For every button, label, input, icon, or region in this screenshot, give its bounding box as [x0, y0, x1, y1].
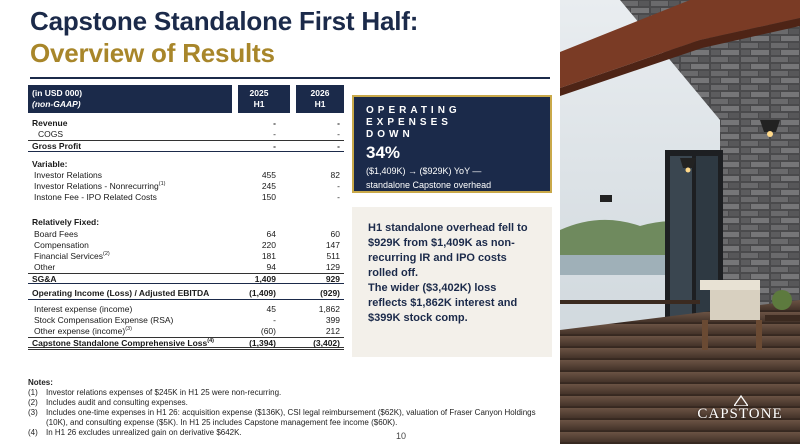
logo-mountain-icon: [734, 394, 748, 406]
table-row: Capstone Standalone Comprehensive Loss(4…: [28, 337, 344, 351]
opex-desc-line2: standalone Capstone overhead: [366, 180, 492, 190]
patio-illustration: [560, 0, 800, 444]
col-2025-year: 2025: [249, 88, 269, 98]
header-basis-label: (non-GAAP): [32, 99, 81, 109]
table-row: Financial Services(2) 181 511: [34, 250, 340, 261]
table-row: Instone Fee - IPO Related Costs 150-: [34, 192, 340, 203]
table-row: Stock Compensation Expense (RSA) -399: [34, 314, 340, 325]
table-row: Operating Income (Loss) / Adjusted EBITD…: [28, 288, 344, 300]
title-divider: [30, 77, 550, 79]
table-row: Revenue - -: [32, 118, 340, 128]
capstone-logo: CAPSTONE: [697, 406, 783, 422]
summary-para1: H1 standalone overhead fell to $929K fro…: [368, 222, 528, 279]
col-2025-period: H1: [253, 99, 265, 109]
table-row: Relatively Fixed:: [32, 217, 100, 228]
financial-table: (in USD 000) (non-GAAP) 2025 H1 2026 H1 Re…: [28, 85, 344, 351]
table-row: Gross Profit - -: [28, 140, 344, 152]
header-col-2026: 2026 H1: [290, 85, 344, 113]
header-col-2025: 2025 H1: [232, 85, 280, 113]
summary-callout: H1 standalone overhead fell to $929K fro…: [352, 207, 552, 357]
page-title-line2: Overview of Results: [30, 38, 275, 68]
table-row: Investor Relations - Nonrecurring(1) 245-: [34, 180, 340, 191]
summary-para2: The wider ($3,402K) loss reflects $1,862…: [368, 282, 518, 324]
page-number: 10: [396, 431, 407, 441]
footnote: (3) Includes one-time expenses in H1 26: …: [28, 408, 536, 427]
opex-heading: OPERATING EXPENSES: [366, 105, 461, 128]
header-currency-label: (in USD 000): [32, 88, 83, 98]
footnotes: Notes: (1) Investor relations expenses of…: [28, 378, 538, 438]
notes-heading: Notes:: [28, 378, 53, 387]
footnote: (2) Includes audit and consulting expense…: [28, 398, 188, 407]
opex-heading-down: DOWN: [366, 129, 414, 140]
table-row: Other expense (income)(3) (60) 212: [34, 326, 340, 336]
table-row: Variable:: [32, 158, 68, 169]
opex-callout: OPERATING EXPENSES DOWN 34% ($1,409K) → …: [352, 95, 552, 193]
col-2026-period: H1: [314, 99, 326, 109]
footnote: (4) In H1 26 excludes unrealized gain on …: [28, 428, 242, 437]
footnote: (1) Investor relations expenses of $245K …: [28, 388, 282, 397]
table-header: (in USD 000) (non-GAAP) 2025 H1 2026 H1: [28, 85, 344, 113]
table-row: SG&A 1,409 929: [28, 273, 344, 285]
table-row: COGS - -: [38, 129, 340, 140]
table-row: Compensation 220 147: [34, 239, 340, 250]
col-2026-year: 2026: [310, 88, 330, 98]
patio-photo: [560, 0, 800, 444]
table-row: Other 94 129: [34, 262, 340, 273]
page-title-line1: Capstone Standalone First Half:: [30, 6, 419, 36]
table-row: Interest expense (income) 45 1,862: [34, 303, 340, 314]
opex-percent: 34%: [366, 143, 401, 162]
opex-desc-line1: ($1,409K) → ($929K) YoY —: [366, 166, 482, 176]
table-row: Investor Relations 455 82: [34, 169, 340, 180]
table-row: Board Fees 64 60: [34, 228, 340, 239]
